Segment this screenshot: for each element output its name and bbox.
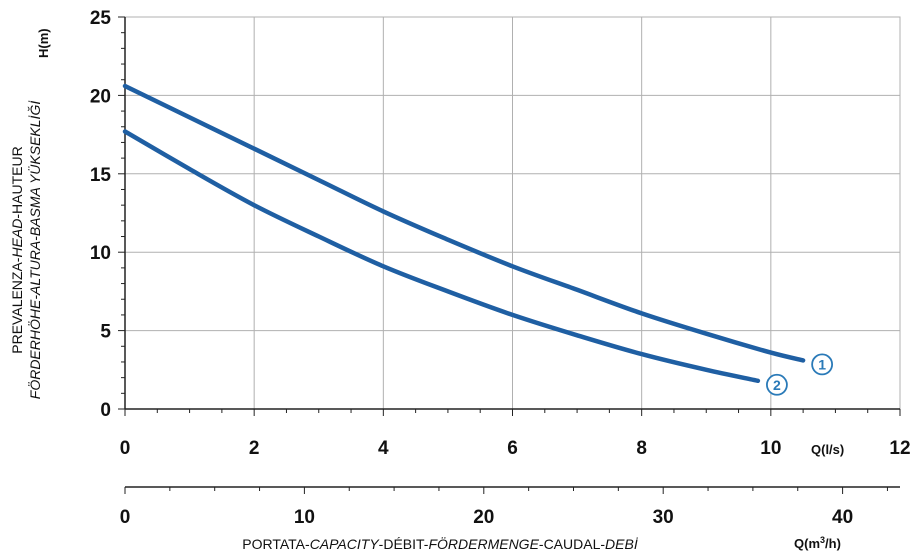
curve-1 bbox=[122, 83, 806, 363]
axis-title-segment: -HAUTEUR bbox=[9, 146, 25, 218]
axis-title-segment: FÖRDERMENGE bbox=[428, 535, 539, 552]
y-axis-title-line1: PREVALENZA-HEAD-HAUTEUR bbox=[9, 146, 25, 353]
axes bbox=[118, 16, 901, 494]
curve-2 bbox=[122, 129, 761, 384]
axis-title-segment: HEAD bbox=[9, 219, 25, 258]
x-primary-tick-label: 8 bbox=[636, 438, 647, 459]
y-tick-label: 15 bbox=[90, 165, 112, 186]
axis-title-segment: PORTATA- bbox=[242, 536, 310, 552]
y-tick-label: 25 bbox=[90, 8, 112, 29]
curve-marker-circle bbox=[766, 373, 788, 396]
axis-title-segment: -DÉBIT- bbox=[379, 536, 429, 552]
x-primary-tick-label: 6 bbox=[507, 438, 518, 459]
axis-title-segment: DEBİ bbox=[605, 536, 639, 552]
x-secondary-tick-label: 40 bbox=[832, 507, 853, 528]
y-tick-label: 0 bbox=[100, 400, 111, 421]
x-primary-tick-label: 0 bbox=[120, 438, 131, 459]
y-tick-label: 5 bbox=[100, 322, 111, 343]
x-secondary-unit-label: Q(m3/h) bbox=[794, 535, 841, 551]
x-primary-tick-label: 12 bbox=[889, 438, 910, 459]
grid-lines bbox=[124, 16, 901, 410]
y-tick-label: 20 bbox=[90, 86, 111, 107]
y-unit-label: H(m) bbox=[36, 28, 51, 58]
axis-title-segment: FÖRDERHÖHE-ALTURA-BASMA YÜKSEKLİĞİ bbox=[26, 100, 43, 400]
performance-curves: 12 bbox=[122, 83, 834, 396]
x-primary-tick-label: 10 bbox=[760, 438, 781, 459]
x-secondary-tick-label: 20 bbox=[473, 507, 494, 528]
axis-title-segment: PREVALENZA- bbox=[9, 257, 25, 354]
y-tick-label: 10 bbox=[90, 243, 111, 264]
curve-marker-label: 2 bbox=[773, 377, 781, 393]
curve-marker-circle bbox=[811, 353, 834, 376]
x-secondary-tick-label: 30 bbox=[653, 507, 674, 528]
x-primary-tick-label: 2 bbox=[249, 438, 260, 459]
x-secondary-tick-label: 10 bbox=[294, 507, 315, 528]
x-primary-unit-label: Q(l/s) bbox=[811, 442, 844, 457]
x-axis-title: PORTATA-CAPACITY-DÉBIT-FÖRDERMENGE-CAUDA… bbox=[242, 535, 639, 552]
axis-title-segment: -CAUDAL- bbox=[539, 536, 605, 552]
x-primary-tick-label: 4 bbox=[378, 438, 389, 459]
curve-marker-label: 1 bbox=[818, 356, 826, 372]
x-secondary-tick-label: 0 bbox=[120, 507, 131, 528]
y-axis-title-line2: FÖRDERHÖHE-ALTURA-BASMA YÜKSEKLİĞİ bbox=[26, 100, 43, 400]
axis-title-segment: CAPACITY bbox=[310, 536, 381, 552]
